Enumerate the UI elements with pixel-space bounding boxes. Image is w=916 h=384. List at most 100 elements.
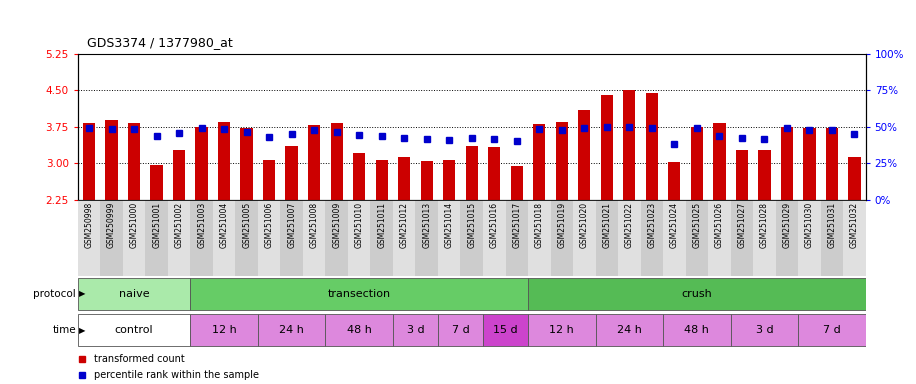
Bar [461, 200, 483, 276]
Bar [573, 200, 595, 276]
Bar [191, 278, 528, 310]
Bar [528, 278, 866, 310]
Text: GSM251024: GSM251024 [670, 202, 679, 248]
Text: GSM251001: GSM251001 [152, 202, 161, 248]
Bar [848, 157, 860, 200]
Bar [280, 200, 303, 276]
Text: 24 h: 24 h [616, 325, 642, 335]
Text: 12 h: 12 h [550, 325, 574, 335]
Bar [325, 314, 393, 346]
Bar [578, 110, 591, 200]
Bar [146, 200, 168, 276]
Text: naive: naive [119, 289, 149, 299]
Bar [128, 123, 140, 200]
Bar [195, 127, 208, 200]
Bar [663, 314, 731, 346]
Bar [623, 90, 636, 200]
Text: GSM250999: GSM250999 [107, 202, 116, 248]
Text: transformed count: transformed count [93, 354, 184, 364]
Text: GSM251021: GSM251021 [603, 202, 611, 248]
Text: GSM251011: GSM251011 [377, 202, 387, 248]
Text: GSM251009: GSM251009 [333, 202, 341, 248]
Bar [241, 128, 253, 200]
Bar [78, 278, 191, 310]
Bar [393, 200, 416, 276]
Bar [663, 200, 685, 276]
Bar [595, 200, 618, 276]
Bar [258, 314, 325, 346]
Bar [353, 154, 365, 200]
Bar [191, 314, 258, 346]
Text: GSM251004: GSM251004 [220, 202, 229, 248]
Text: GSM251010: GSM251010 [354, 202, 364, 248]
Text: GSM251028: GSM251028 [760, 202, 769, 248]
Text: ▶: ▶ [79, 326, 85, 335]
Text: 12 h: 12 h [212, 325, 236, 335]
Bar [420, 161, 433, 200]
Bar [393, 314, 438, 346]
Bar [758, 150, 770, 200]
Bar [488, 147, 500, 200]
Bar [78, 200, 101, 276]
Text: control: control [114, 325, 154, 335]
Text: GSM251025: GSM251025 [692, 202, 702, 248]
Text: ▶: ▶ [79, 289, 85, 298]
Text: 24 h: 24 h [279, 325, 304, 335]
Bar [714, 123, 725, 200]
Bar [595, 314, 663, 346]
Text: GSM251003: GSM251003 [197, 202, 206, 248]
Text: protocol: protocol [33, 289, 76, 299]
Bar [618, 200, 640, 276]
Text: GSM251000: GSM251000 [130, 202, 138, 248]
Bar [640, 200, 663, 276]
Text: GSM251032: GSM251032 [850, 202, 859, 248]
Text: 15 d: 15 d [493, 325, 518, 335]
Bar [416, 200, 438, 276]
Bar [556, 122, 568, 200]
Bar [123, 200, 146, 276]
Bar [798, 314, 866, 346]
Bar [235, 200, 258, 276]
Text: GSM251030: GSM251030 [805, 202, 813, 248]
Bar [821, 200, 843, 276]
Bar [601, 95, 613, 200]
Text: GSM251017: GSM251017 [512, 202, 521, 248]
Bar [150, 165, 163, 200]
Bar [101, 200, 123, 276]
Bar [668, 162, 681, 200]
Bar [825, 128, 838, 200]
Text: GSM251023: GSM251023 [648, 202, 656, 248]
Text: percentile rank within the sample: percentile rank within the sample [93, 370, 258, 380]
Bar [776, 200, 798, 276]
Bar [263, 160, 276, 200]
Text: GSM251005: GSM251005 [242, 202, 251, 248]
Bar [803, 128, 815, 200]
Bar [303, 200, 325, 276]
Bar [308, 125, 321, 200]
Bar [370, 200, 393, 276]
Bar [398, 157, 410, 200]
Text: GSM251006: GSM251006 [265, 202, 274, 248]
Text: 7 d: 7 d [452, 325, 469, 335]
Text: GSM251012: GSM251012 [399, 202, 409, 248]
Bar [191, 200, 213, 276]
Text: 48 h: 48 h [347, 325, 372, 335]
Bar [708, 200, 731, 276]
Text: 3 d: 3 d [407, 325, 424, 335]
Text: transection: transection [328, 289, 391, 299]
Bar [483, 314, 528, 346]
Bar [798, 200, 821, 276]
Bar [506, 200, 528, 276]
Text: GSM251019: GSM251019 [557, 202, 566, 248]
Bar [443, 160, 455, 200]
Text: GSM251015: GSM251015 [467, 202, 476, 248]
Bar [528, 200, 551, 276]
Text: GSM251014: GSM251014 [445, 202, 453, 248]
Text: GDS3374 / 1377980_at: GDS3374 / 1377980_at [87, 36, 233, 49]
Bar [218, 122, 230, 200]
Bar [731, 200, 753, 276]
Bar [105, 121, 118, 200]
Bar [286, 146, 298, 200]
Text: GSM251027: GSM251027 [737, 202, 747, 248]
Text: GSM251007: GSM251007 [288, 202, 296, 248]
